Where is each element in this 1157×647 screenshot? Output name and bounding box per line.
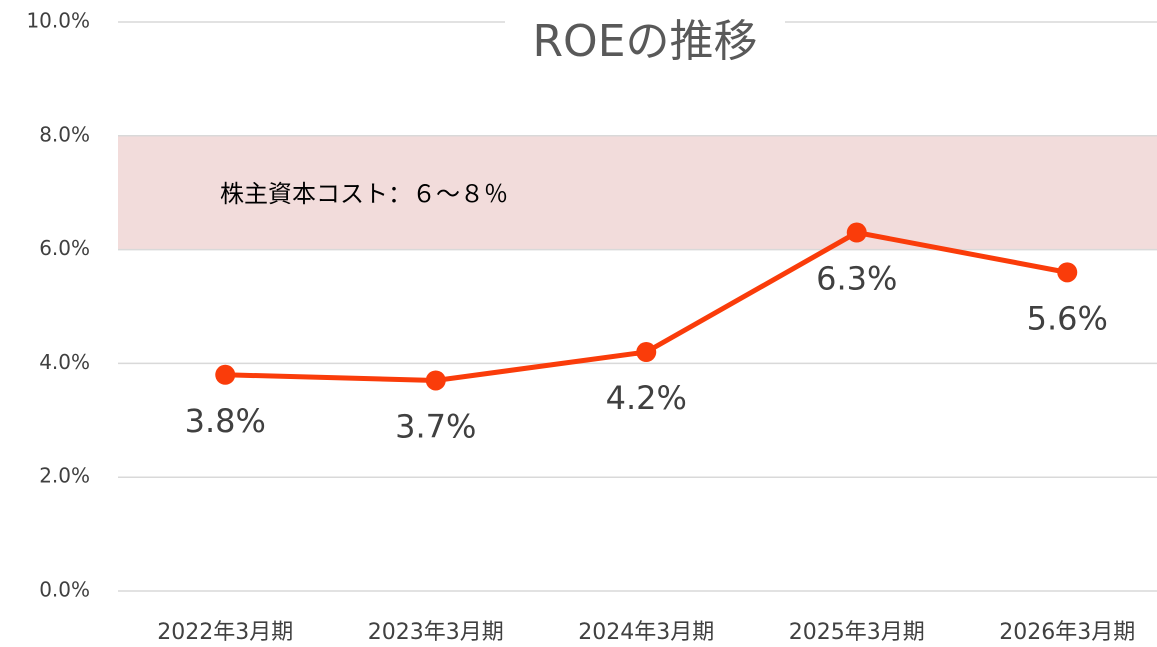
data-label: 6.3%	[816, 260, 897, 298]
data-point	[425, 370, 446, 391]
y-tick-label: 0.0%	[39, 578, 90, 602]
data-point	[846, 222, 867, 243]
data-label: 3.8%	[185, 402, 266, 440]
grid	[118, 21, 1157, 592]
data-point	[215, 364, 236, 385]
data-label: 4.2%	[606, 379, 687, 417]
y-tick-label: 8.0%	[39, 122, 90, 146]
title-bg	[505, 15, 785, 71]
data-label: 3.7%	[395, 407, 476, 445]
band-label: 株主資本コスト：６～８％	[220, 180, 508, 208]
data-point	[636, 342, 657, 363]
y-tick-label: 4.0%	[39, 350, 90, 374]
x-tick-label: 2024年3月期	[578, 620, 714, 645]
cost-band	[118, 135, 1157, 250]
x-tick-label: 2022年3月期	[157, 620, 293, 645]
data-point	[1057, 262, 1078, 283]
x-tick-label: 2026年3月期	[999, 620, 1135, 645]
data-label: 5.6%	[1027, 299, 1108, 337]
x-tick-label: 2025年3月期	[789, 620, 925, 645]
marks	[215, 222, 1078, 391]
x-tick-label: 2023年3月期	[368, 620, 504, 645]
y-tick-label: 10.0%	[26, 9, 90, 33]
chart-title: ROEの推移	[532, 16, 757, 67]
y-tick-label: 2.0%	[39, 464, 90, 488]
y-tick-label: 6.0%	[39, 236, 90, 260]
